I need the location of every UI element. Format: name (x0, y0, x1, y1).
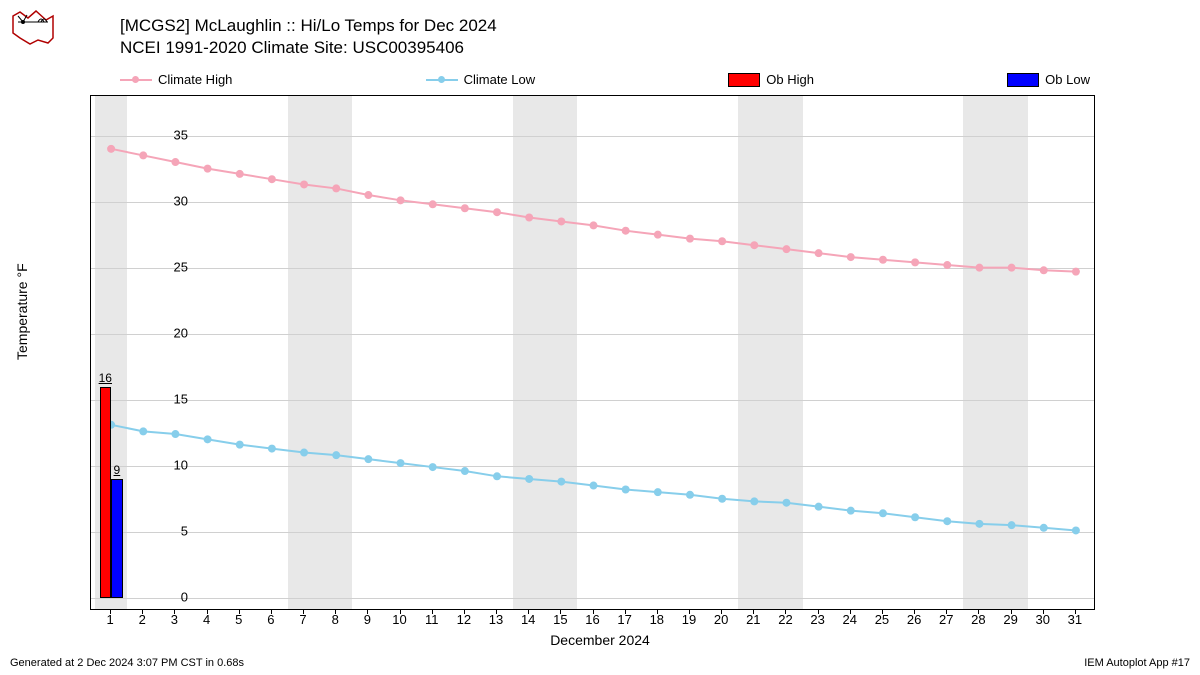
x-tick-label: 31 (1068, 612, 1082, 627)
x-tick-label: 16 (585, 612, 599, 627)
x-tick-label: 27 (939, 612, 953, 627)
y-tick-label: 15 (174, 391, 188, 406)
y-tick-label: 10 (174, 457, 188, 472)
y-tick-label: 35 (174, 127, 188, 142)
bar-value-label: 16 (99, 371, 112, 385)
legend-label: Ob High (766, 72, 814, 87)
x-tick-label: 24 (843, 612, 857, 627)
x-tick-label: 30 (1036, 612, 1050, 627)
legend-label: Climate Low (464, 72, 536, 87)
chart-title: [MCGS2] McLaughlin :: Hi/Lo Temps for De… (120, 15, 497, 59)
x-tick-label: 19 (682, 612, 696, 627)
legend-climate-high: Climate High (120, 72, 232, 87)
x-tick-label: 1 (106, 612, 113, 627)
x-tick-label: 13 (489, 612, 503, 627)
footer-app: IEM Autoplot App #17 (1084, 657, 1190, 669)
y-tick-label: 30 (174, 193, 188, 208)
legend-line-icon (120, 79, 152, 81)
legend-ob-low: Ob Low (1007, 72, 1090, 87)
bar-value-label: 9 (114, 463, 121, 477)
x-tick-label: 2 (139, 612, 146, 627)
observation-bar (100, 387, 111, 598)
iem-logo (8, 8, 58, 48)
x-tick-label: 18 (650, 612, 664, 627)
observation-bar (111, 479, 122, 598)
x-axis-label: December 2024 (550, 632, 650, 648)
x-tick-label: 22 (778, 612, 792, 627)
x-tick-label: 15 (553, 612, 567, 627)
y-axis-label: Temperature °F (14, 263, 30, 360)
legend-climate-low: Climate Low (426, 72, 536, 87)
x-tick-label: 29 (1003, 612, 1017, 627)
x-tick-label: 25 (875, 612, 889, 627)
legend-box-icon (1007, 73, 1039, 87)
legend-label: Climate High (158, 72, 232, 87)
x-tick-label: 11 (425, 612, 439, 627)
y-tick-label: 0 (181, 589, 188, 604)
x-tick-label: 8 (332, 612, 339, 627)
x-tick-label: 20 (714, 612, 728, 627)
footer-generated: Generated at 2 Dec 2024 3:07 PM CST in 0… (10, 657, 244, 669)
legend-line-icon (426, 79, 458, 81)
legend-box-icon (728, 73, 760, 87)
legend-label: Ob Low (1045, 72, 1090, 87)
x-tick-label: 26 (907, 612, 921, 627)
legend: Climate High Climate Low Ob High Ob Low (120, 72, 1090, 87)
x-tick-label: 28 (971, 612, 985, 627)
x-tick-label: 7 (299, 612, 306, 627)
x-tick-label: 14 (521, 612, 535, 627)
title-line2: NCEI 1991-2020 Climate Site: USC00395406 (120, 37, 497, 59)
x-tick-label: 3 (171, 612, 178, 627)
x-tick-label: 6 (267, 612, 274, 627)
chart-plot-area: 16 9 (90, 95, 1095, 610)
x-tick-label: 10 (392, 612, 406, 627)
x-tick-label: 21 (746, 612, 760, 627)
chart-svg (91, 96, 1094, 609)
x-tick-label: 9 (364, 612, 371, 627)
legend-ob-high: Ob High (728, 72, 814, 87)
x-tick-label: 4 (203, 612, 210, 627)
y-tick-label: 5 (181, 523, 188, 538)
y-tick-label: 20 (174, 325, 188, 340)
x-tick-label: 12 (457, 612, 471, 627)
x-tick-label: 5 (235, 612, 242, 627)
x-tick-label: 23 (810, 612, 824, 627)
y-tick-label: 25 (174, 259, 188, 274)
x-tick-label: 17 (617, 612, 631, 627)
title-line1: [MCGS2] McLaughlin :: Hi/Lo Temps for De… (120, 15, 497, 37)
